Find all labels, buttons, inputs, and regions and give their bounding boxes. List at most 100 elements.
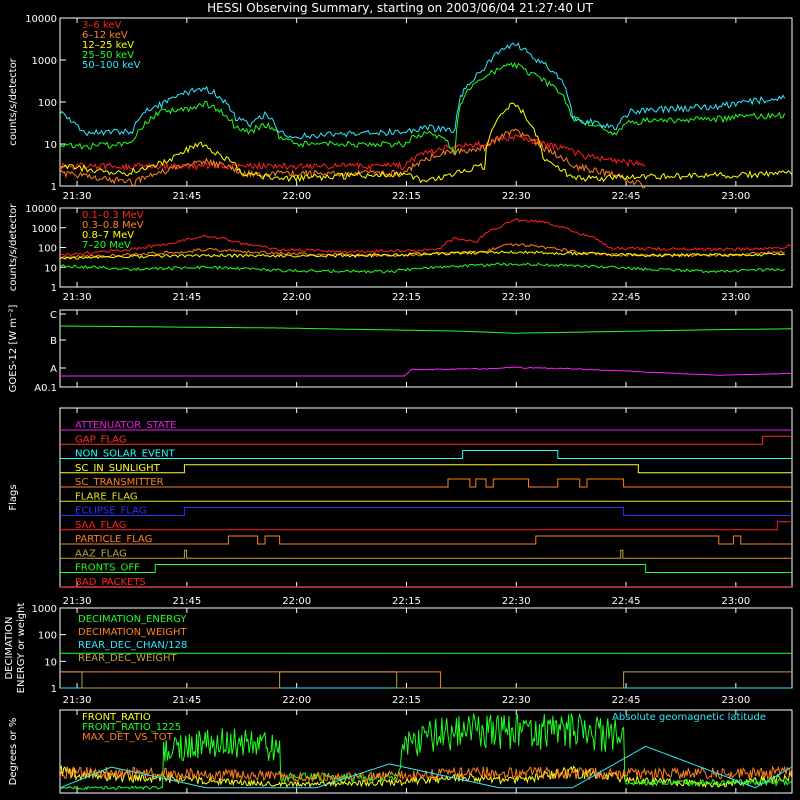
flag-label-eclipse_flag: ECLIPSE_FLAG — [75, 506, 146, 517]
panel-0-series-0 — [60, 135, 646, 170]
plot-stack: 21:30 21:45 22:00 22:15 22:30 22:45 23:00 1 10 10… — [4, 14, 792, 793]
panel-4-series-3 — [60, 672, 792, 688]
flag-label-saa_flag: SAA_FLAG — [75, 520, 126, 531]
panel-1-xtick-label: 22:45 — [612, 292, 641, 303]
panel-2-frame — [60, 310, 792, 387]
panel-0-ytick-label: 1000 — [32, 56, 57, 67]
panel-4-legend-0: DECIMATION_ENERGY — [78, 614, 187, 625]
panel-5-ylabel: Degrees or % — [8, 718, 19, 786]
panel-0-xtick-label: 22:15 — [392, 191, 421, 202]
panel-0-frame — [60, 18, 792, 186]
panel-1-ylabel: counts/s/detector — [8, 203, 19, 291]
panel-0-xtick-label: 21:30 — [63, 191, 92, 202]
panel-4-ytick-label: 1000 — [32, 604, 57, 615]
panel-1-xtick-label: 22:00 — [282, 292, 311, 303]
panel-0-xtick-label: 21:45 — [172, 191, 201, 202]
flag-label-flare_flag: FLARE_FLAG — [75, 491, 138, 502]
panel-4-legend-3: REAR_DEC_WEIGHT — [78, 653, 177, 664]
panel-3-xtick-label: 23:00 — [721, 596, 750, 607]
panel-1-series-0 — [60, 219, 792, 256]
panel-0-ytick-label: 1 — [51, 182, 57, 193]
panel-4-xtick-label: 21:45 — [172, 695, 201, 706]
panel-0-series-3 — [60, 63, 785, 153]
panel-4-ylabel-line1: DECIMATION — [4, 616, 15, 679]
panel-1-ytick-label: 1000 — [32, 224, 57, 235]
panel-0-xtick-label: 22:00 — [282, 191, 311, 202]
flag-trace-sc_in_sunlight — [60, 465, 792, 473]
flag-trace-gap_flag — [60, 436, 792, 444]
panel-4-xtick-label: 22:00 — [282, 695, 311, 706]
flag-label-gap_flag: GAP_FLAG — [75, 434, 127, 445]
panel-4-xtick-label: 22:15 — [392, 695, 421, 706]
panel-3-ylabel: Flags — [8, 484, 19, 510]
panel-1-frame — [60, 208, 792, 287]
flag-label-particle_flag: PARTICLE_FLAG — [75, 534, 152, 545]
panel-2-ytick-label: B — [50, 336, 57, 347]
panel-4-ytick-label: 10 — [44, 657, 57, 668]
panel-1-ytick-label: 10 — [44, 263, 57, 274]
panel-4-xtick-label: 22:30 — [502, 695, 531, 706]
flag-label-attenuator_state: ATTENUATOR_STATE — [75, 420, 176, 431]
panel-5-legend-2: MAX_DET_VS_TOT — [82, 732, 174, 743]
panel-1-series-3 — [60, 263, 785, 273]
panel-5-annotation: Absolute geomagnetic latitude — [612, 712, 766, 723]
panel-1-ytick-label: 1 — [51, 283, 57, 294]
flag-label-aaz_flag: AAZ_FLAG — [75, 548, 127, 559]
panel-1-ytick-label: 100 — [38, 244, 57, 255]
panel-0-xtick-label: 22:30 — [502, 191, 531, 202]
flag-trace-fronts_off — [60, 565, 792, 573]
flag-label-sc_in_sunlight: SC_IN_SUNLIGHT — [75, 463, 161, 474]
panel-3-xtick-label: 22:00 — [282, 596, 311, 607]
panel-2-ytick-label: A0.1 — [34, 383, 57, 394]
panel-3-xtick-label: 22:45 — [612, 596, 641, 607]
panel-1-series-2 — [60, 251, 785, 259]
panel-2-series-1 — [60, 367, 792, 376]
panel-1-xtick-label: 22:15 — [392, 292, 421, 303]
panel-4-ytick-label: 1 — [51, 684, 57, 695]
panel-0-ytick-label: 100 — [38, 98, 57, 109]
panel-3-frame — [60, 408, 792, 587]
panel-0-series-1 — [60, 129, 646, 188]
flag-label-fronts_off: FRONTS_OFF — [75, 563, 140, 574]
panel-1-xtick-label: 22:30 — [502, 292, 531, 303]
flag-label-non_solar_event: NON_SOLAR_EVENT — [75, 449, 176, 460]
panel-4-series-1 — [60, 672, 792, 688]
flag-trace-aaz_flag — [60, 550, 792, 558]
flag-trace-sc_transmitter — [60, 479, 792, 487]
flag-label-bad_packets: BAD_PACKETS — [75, 577, 146, 588]
flag-trace-particle_flag — [60, 536, 792, 544]
panel-2-series-0 — [60, 326, 792, 333]
panel-0-ytick-label: 10000 — [25, 14, 57, 25]
panel-0-ytick-label: 10 — [44, 140, 57, 151]
panel-4-legend-2: REAR_DEC_CHAN/128 — [78, 640, 187, 651]
panel-3-xtick-label: 21:30 — [63, 596, 92, 607]
panel-0-series-4 — [60, 43, 785, 139]
panel-3-xtick-label: 21:45 — [172, 596, 201, 607]
panel-1-legend-3: 7–20 MeV — [82, 240, 131, 251]
panel-1-xtick-label: 23:00 — [721, 292, 750, 303]
flag-trace-saa_flag — [60, 522, 792, 530]
panel-2-ytick-label: A — [50, 364, 57, 375]
panel-3-xtick-label: 22:15 — [392, 596, 421, 607]
panel-2-ylabel: GOES-12 [W m⁻²] — [8, 305, 19, 393]
panel-0-series-2 — [60, 103, 792, 182]
panel-4-xtick-label: 21:30 — [63, 695, 92, 706]
panel-1-xtick-label: 21:45 — [172, 292, 201, 303]
panel-0-legend-4: 50–100 keV — [82, 60, 141, 71]
panel-4-legend-1: DECIMATION_WEIGHT — [78, 627, 187, 638]
panel-4-ytick-label: 100 — [38, 631, 57, 642]
flag-trace-eclipse_flag — [60, 508, 792, 516]
panel-1-ytick-label: 10000 — [25, 204, 57, 215]
panel-0-xtick-label: 23:00 — [721, 191, 750, 202]
figure-title: HESSI Observing Summary, starting on 200… — [207, 1, 593, 15]
panel-4-xtick-label: 23:00 — [721, 695, 750, 706]
panel-0-xtick-label: 22:45 — [612, 191, 641, 202]
flag-label-sc_transmitter: SC_TRANSMITTER — [75, 477, 164, 488]
panel-4-ylabel-line2: ENERGY or weight — [16, 603, 27, 694]
panel-3-xtick-label: 22:30 — [502, 596, 531, 607]
panel-0-ylabel: counts/s/detector — [8, 57, 19, 145]
panel-1-xtick-label: 21:30 — [63, 292, 92, 303]
panel-2-ytick-label: C — [50, 310, 57, 321]
panel-4-xtick-label: 22:45 — [612, 695, 641, 706]
